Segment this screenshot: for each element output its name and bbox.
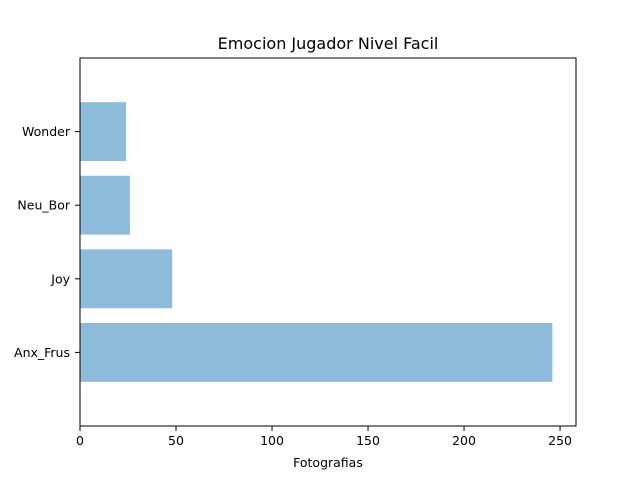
bar-wonder [80, 102, 127, 162]
bars [80, 102, 553, 382]
x-tick-label: 0 [76, 433, 84, 448]
y-tick-label: Neu_Bor [17, 198, 70, 213]
x-tick-label: 200 [452, 433, 476, 448]
y-tick-label: Anx_Frus [14, 345, 70, 360]
bar-neu-bor [80, 175, 130, 235]
bar-joy [80, 249, 173, 309]
chart-title: Emocion Jugador Nivel Facil [218, 34, 439, 53]
x-axis-label: Fotografias [293, 455, 363, 470]
plot-frame [79, 57, 577, 427]
y-axis: Anx_Frus Joy Neu_Bor Wonder [14, 124, 80, 360]
x-tick-label: 250 [548, 433, 572, 448]
x-tick-label: 50 [168, 433, 184, 448]
x-tick-label: 100 [260, 433, 284, 448]
bar-anx-frus [80, 322, 553, 382]
y-tick-label: Wonder [22, 124, 71, 139]
y-tick-label: Joy [50, 271, 70, 286]
x-axis: 0 50 100 150 200 250 [76, 426, 572, 448]
x-tick-label: 150 [356, 433, 380, 448]
